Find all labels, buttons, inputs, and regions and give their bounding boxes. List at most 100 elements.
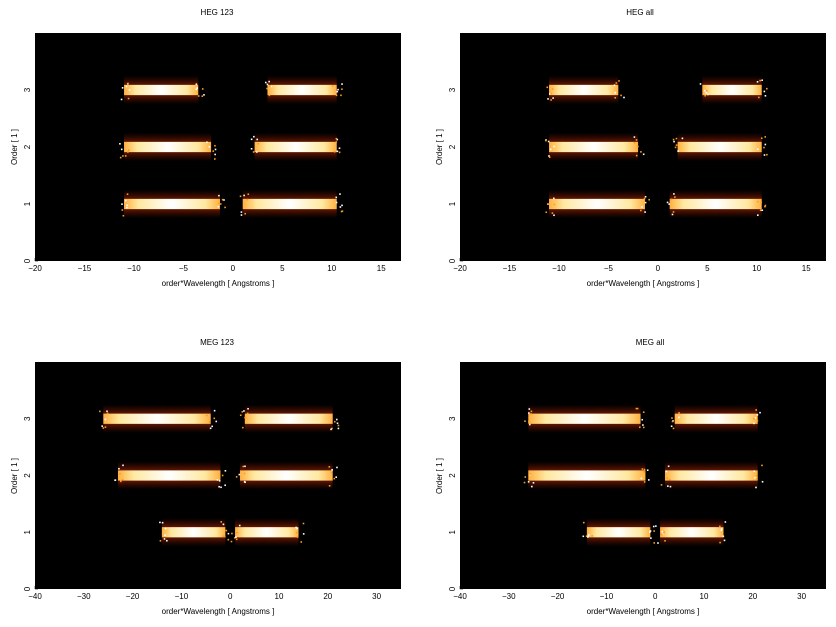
speckle [753,470,756,473]
speckle [247,407,249,410]
band-core [528,470,646,481]
speckle [759,79,761,82]
speckle [674,146,677,149]
speckle [646,469,649,472]
speckle [637,145,639,148]
speckle [582,521,585,524]
speckle [295,531,298,534]
speckle [128,89,131,91]
speckle [640,151,642,153]
speckle [341,204,343,207]
speckle [763,90,766,93]
speckle [121,478,124,481]
speckle [761,209,764,212]
speckle [331,427,333,430]
speckle [754,417,757,419]
panel-heg-123: HEG 123 −20 −15 −10 −5 0 5 10 15 0 1 2 3 order*Wav… [10,8,401,288]
band-core [254,141,337,153]
x-tick-label: 10 [275,592,284,601]
speckle [643,471,645,473]
speckle [243,472,246,475]
speckle [222,523,225,526]
speckle [335,196,338,199]
speckle [209,427,212,430]
order-2-band-positive [235,461,338,490]
speckle [214,144,216,147]
speckle [547,98,549,100]
speckle [214,153,216,156]
speckle [101,425,103,427]
speckle [755,409,757,411]
speckle [759,209,762,212]
speckle [208,421,211,423]
speckle [756,200,759,203]
speckle [761,480,764,483]
speckle [531,485,533,488]
speckle [648,479,650,481]
speckle [266,83,269,86]
speckle [241,411,244,413]
speckle [674,196,676,198]
speckle [764,204,767,207]
speckle [753,422,755,425]
speckle [753,417,755,420]
x-tick-label: 20 [748,592,757,601]
speckle [766,153,768,156]
speckle [648,198,650,201]
speckle [331,85,334,87]
speckle [661,530,664,533]
speckle [671,213,674,216]
speckle [102,427,105,429]
speckle [211,425,213,428]
speckle [649,530,652,532]
speckle [640,477,643,480]
speckle [238,473,241,476]
speckle [528,412,530,414]
speckle [636,407,639,410]
band-core [161,527,226,538]
speckle [524,420,526,422]
speckle [671,420,674,423]
speckle [220,521,223,523]
panel-title: MEG 123 [200,338,234,347]
speckle [719,525,721,528]
speckle [667,485,669,487]
speckle [655,525,657,527]
speckle [331,468,333,471]
speckle [615,82,618,84]
speckle [633,141,636,144]
speckle [665,470,668,473]
speckle [704,94,706,97]
speckle [269,85,271,87]
x-tick-label: 15 [377,264,386,273]
speckle [756,414,759,416]
x-tick-label: −5 [604,264,614,273]
speckle [106,410,108,413]
speckle [240,214,243,216]
speckle [551,212,554,214]
speckle [678,412,680,414]
speckle [614,96,617,99]
y-tick-label: 3 [448,416,457,421]
speckle [672,427,675,430]
speckle [244,212,247,215]
speckle [336,150,339,153]
speckle [335,201,338,204]
speckle [128,149,130,152]
speckle [529,473,532,475]
band-core [267,84,337,96]
speckle [643,481,646,483]
speckle [552,97,554,99]
y-tick-label: 2 [23,144,32,149]
speckle [548,155,550,157]
speckle [243,410,245,412]
speckle [757,214,759,216]
speckle [722,535,725,538]
speckle [243,194,245,197]
band-core [103,413,211,424]
speckle [236,531,238,534]
y-tick-label: 2 [23,473,32,478]
speckle [667,465,670,468]
speckle [638,426,641,429]
order-3-band-negative [546,75,625,105]
